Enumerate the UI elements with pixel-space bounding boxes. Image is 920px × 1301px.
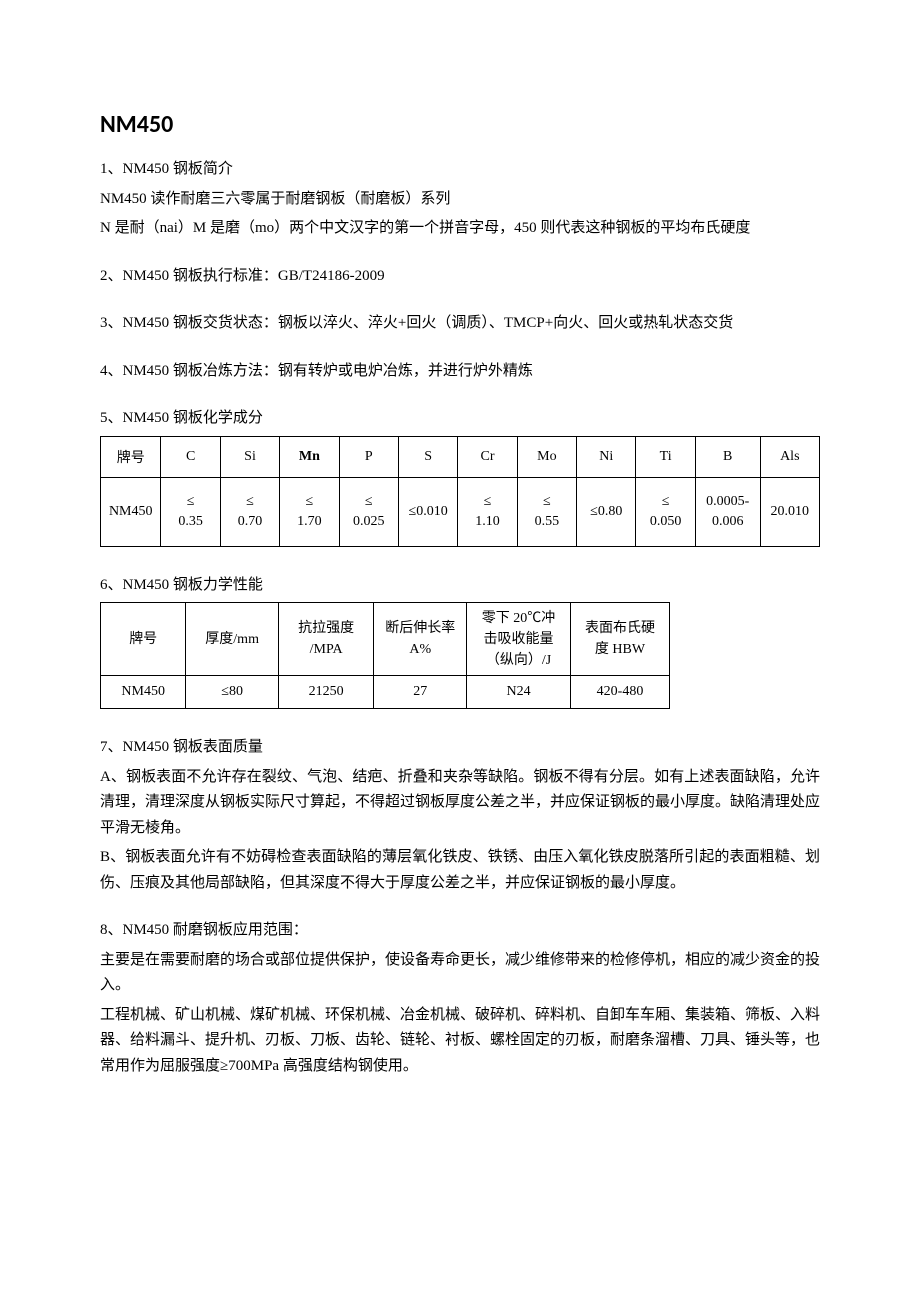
chem-header: Als [760, 436, 819, 477]
chem-header: B [695, 436, 760, 477]
mech-header: 表面布氏硬度 HBW [571, 603, 670, 676]
section-8-p2: 工程机械、矿山机械、煤矿机械、环保机械、冶金机械、破碎机、碎料机、自卸车车厢、集… [100, 1003, 820, 1080]
chem-cell: ≤0.35 [161, 477, 220, 546]
section-8-heading: 8、NM450 耐磨钢板应用范围： [100, 918, 820, 944]
chem-header: Ni [577, 436, 636, 477]
chem-cell: NM450 [101, 477, 161, 546]
section-8-p1: 主要是在需要耐磨的场合或部位提供保护，使设备寿命更长，减少维修带来的检修停机，相… [100, 948, 820, 999]
mech-cell: ≤80 [186, 676, 279, 709]
chem-header: Mo [517, 436, 576, 477]
section-1-line-2: N 是耐（nai）M 是磨（mo）两个中文汉字的第一个拼音字母，450 则代表这… [100, 216, 820, 242]
table-header-row: 牌号 C Si Mn P S Cr Mo Ni Ti B Als [101, 436, 820, 477]
section-7-a: A、钢板表面不允许存在裂纹、气泡、结疤、折叠和夹杂等缺陷。钢板不得有分层。如有上… [100, 765, 820, 842]
document-page: NM450 1、NM450 钢板简介 NM450 读作耐磨三六零属于耐磨钢板（耐… [0, 0, 920, 1301]
section-1-line-1: NM450 读作耐磨三六零属于耐磨钢板（耐磨板）系列 [100, 187, 820, 213]
chem-header: Ti [636, 436, 695, 477]
section-1-heading: 1、NM450 钢板简介 [100, 157, 820, 183]
chemical-composition-table: 牌号 C Si Mn P S Cr Mo Ni Ti B Als NM450 ≤… [100, 436, 820, 547]
chem-header: 牌号 [101, 436, 161, 477]
section-6-heading: 6、NM450 钢板力学性能 [100, 573, 820, 599]
mech-cell: N24 [467, 676, 571, 709]
section-5-heading: 5、NM450 钢板化学成分 [100, 406, 820, 432]
chem-header: S [398, 436, 457, 477]
page-title: NM450 [100, 110, 820, 139]
table-header-row: 牌号 厚度/mm 抗拉强度/MPA 断后伸长率A% 零下 20℃冲击吸收能量（纵… [101, 603, 670, 676]
chem-header: Si [220, 436, 279, 477]
section-4: 4、NM450 钢板冶炼方法：钢有转炉或电炉冶炼，并进行炉外精炼 [100, 359, 820, 385]
chem-header: C [161, 436, 220, 477]
mech-cell: 27 [374, 676, 467, 709]
section-2: 2、NM450 钢板执行标准：GB/T24186-2009 [100, 264, 820, 290]
chem-cell: ≤0.70 [220, 477, 279, 546]
section-7-b: B、钢板表面允许有不妨碍检查表面缺陷的薄层氧化铁皮、铁锈、由压入氧化铁皮脱落所引… [100, 845, 820, 896]
mechanical-properties-table: 牌号 厚度/mm 抗拉强度/MPA 断后伸长率A% 零下 20℃冲击吸收能量（纵… [100, 602, 670, 709]
mech-header: 断后伸长率A% [374, 603, 467, 676]
section-7-heading: 7、NM450 钢板表面质量 [100, 735, 820, 761]
chem-header: Mn [280, 436, 339, 477]
mech-header: 抗拉强度/MPA [278, 603, 373, 676]
mech-header: 零下 20℃冲击吸收能量（纵向）/J [467, 603, 571, 676]
section-3: 3、NM450 钢板交货状态：钢板以淬火、淬火+回火（调质）、TMCP+向火、回… [100, 311, 820, 337]
chem-cell: ≤0.55 [517, 477, 576, 546]
table-row: NM450 ≤0.35 ≤0.70 ≤1.70 ≤0.025 ≤0.010 ≤1… [101, 477, 820, 546]
chem-cell: 20.010 [760, 477, 819, 546]
mech-cell: NM450 [101, 676, 186, 709]
table-row: NM450 ≤80 21250 27 N24 420-480 [101, 676, 670, 709]
chem-cell: ≤0.050 [636, 477, 695, 546]
chem-cell: ≤1.70 [280, 477, 339, 546]
chem-cell: ≤1.10 [458, 477, 517, 546]
chem-header: Cr [458, 436, 517, 477]
mech-cell: 21250 [278, 676, 373, 709]
mech-header: 牌号 [101, 603, 186, 676]
chem-cell: ≤0.025 [339, 477, 398, 546]
mech-header: 厚度/mm [186, 603, 279, 676]
chem-cell: 0.0005-0.006 [695, 477, 760, 546]
mech-cell: 420-480 [571, 676, 670, 709]
chem-cell: ≤0.80 [577, 477, 636, 546]
chem-header: P [339, 436, 398, 477]
chem-cell: ≤0.010 [398, 477, 457, 546]
